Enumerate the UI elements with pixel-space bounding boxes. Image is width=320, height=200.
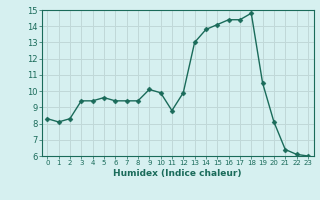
X-axis label: Humidex (Indice chaleur): Humidex (Indice chaleur)	[113, 169, 242, 178]
